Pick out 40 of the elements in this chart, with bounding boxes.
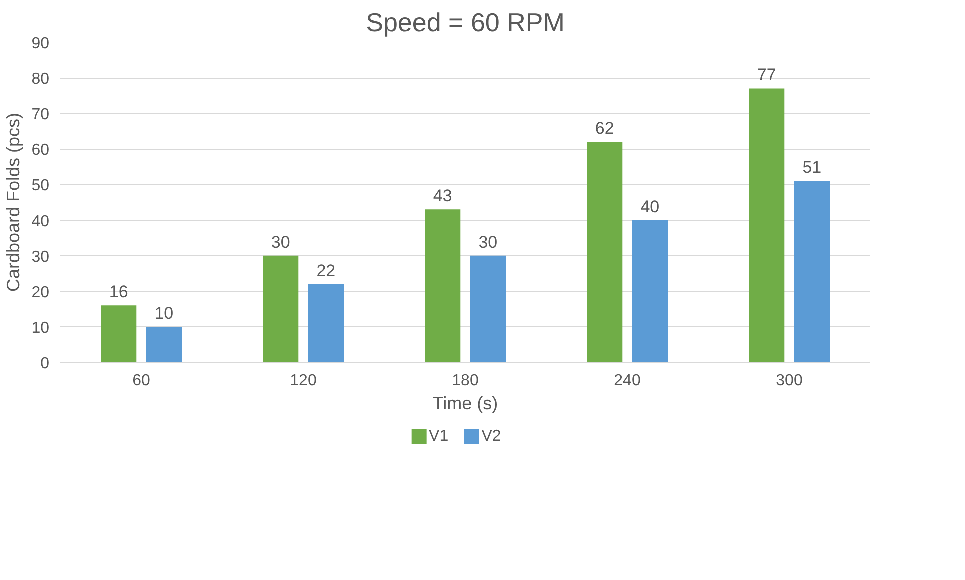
y-tick-label: 10 <box>32 320 50 337</box>
bar <box>470 256 506 362</box>
data-label: 62 <box>595 119 614 138</box>
y-tick-label: 70 <box>32 106 50 124</box>
y-tick-label: 0 <box>40 356 50 372</box>
data-label: 22 <box>316 261 336 280</box>
y-tick-label: 50 <box>32 178 50 195</box>
bar <box>146 326 182 362</box>
data-label: 16 <box>109 282 128 302</box>
bar <box>263 256 299 362</box>
bar <box>101 306 137 362</box>
y-tick-label: 80 <box>32 71 50 88</box>
bar <box>587 142 623 362</box>
y-tick-label: 30 <box>32 248 50 266</box>
data-label: 30 <box>271 232 290 252</box>
data-label: 10 <box>154 304 174 323</box>
x-tick-label: 60 <box>132 372 150 390</box>
bar <box>749 88 785 362</box>
y-axis-title: Cardboard Folds (pcs) <box>4 112 24 292</box>
bar <box>794 181 830 362</box>
x-axis-title: Time (s) <box>432 394 498 414</box>
legend-label: V2 <box>482 428 502 445</box>
data-label: 40 <box>640 197 660 216</box>
x-tick-label: 180 <box>452 372 479 390</box>
x-tick-label: 120 <box>290 372 317 390</box>
chart-title: Speed = 60 RPM <box>366 8 565 38</box>
data-label: 77 <box>757 66 776 85</box>
x-tick-label: 300 <box>776 372 803 390</box>
y-tick-label: 20 <box>32 284 50 302</box>
bar <box>425 210 461 362</box>
legend-label: V1 <box>429 428 449 445</box>
y-tick-label: 60 <box>32 142 50 160</box>
y-tick-label: 90 <box>32 36 50 52</box>
bar <box>632 220 668 362</box>
bar <box>308 284 344 362</box>
data-label: 51 <box>802 158 822 178</box>
x-tick-label: 240 <box>614 372 641 390</box>
data-label: 30 <box>478 232 498 252</box>
data-label: 43 <box>433 186 452 206</box>
y-tick-label: 40 <box>32 213 50 230</box>
